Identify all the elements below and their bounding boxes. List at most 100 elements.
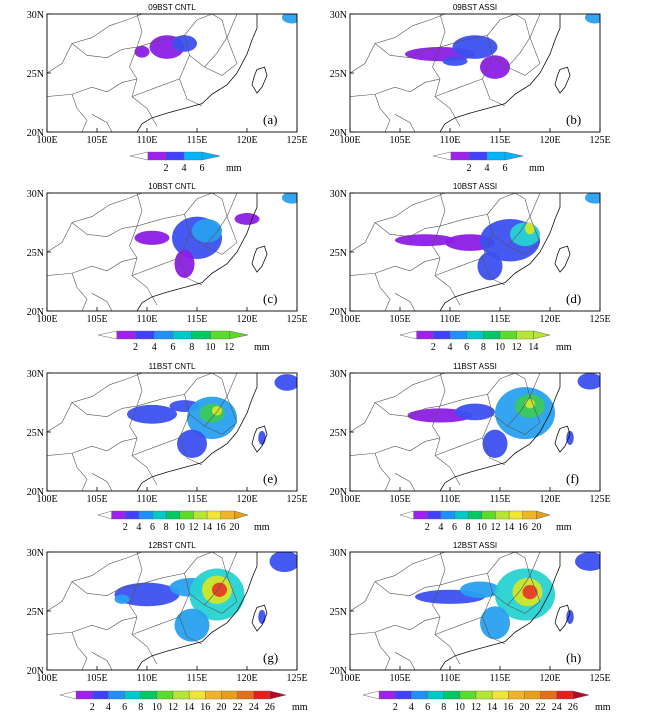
- colorbar-tick: 24: [249, 702, 259, 713]
- panel-title: 11BST ASSI: [453, 362, 497, 371]
- map-area: [350, 373, 600, 491]
- province-boundary: [350, 14, 446, 74]
- province-boundary: [434, 616, 483, 635]
- x-tick-label: 120E: [236, 494, 257, 505]
- x-tick-label: 125E: [286, 135, 307, 146]
- colorbar-segment: [508, 690, 525, 700]
- rain-area: [510, 222, 540, 247]
- colorbar-segment: [221, 690, 238, 700]
- rain-area: [258, 609, 266, 624]
- x-tick-label: 110E: [137, 494, 158, 505]
- province-boundary: [482, 55, 506, 107]
- colorbar-tick: 2: [467, 163, 472, 174]
- province-boundary: [179, 414, 203, 466]
- rain-area: [258, 430, 266, 445]
- x-tick-label: 100E: [339, 494, 360, 505]
- colorbar-segment: [183, 151, 203, 161]
- province-boundary: [226, 193, 238, 243]
- colorbar-unit: mm: [556, 342, 572, 353]
- x-tick-label: 110E: [440, 135, 461, 146]
- y-tick-label: 30N: [330, 369, 347, 380]
- province-boundary: [374, 94, 391, 132]
- map-area: [47, 552, 297, 670]
- rain-area: [174, 608, 210, 642]
- y-tick-label: 30N: [330, 189, 347, 200]
- colorbar-segment: [433, 330, 451, 340]
- province-boundary: [91, 473, 113, 491]
- province-boundary: [47, 193, 143, 253]
- province-boundary: [482, 593, 506, 645]
- y-tick-label: 20N: [330, 666, 347, 677]
- colorbar-segment: [220, 510, 235, 520]
- province-boundary: [374, 632, 391, 670]
- colorbar-tick: 6: [200, 163, 205, 174]
- province-boundary: [432, 552, 461, 665]
- taiwan-outline: [554, 425, 571, 453]
- taiwan-outline: [251, 425, 268, 453]
- province-boundary: [131, 78, 180, 97]
- colorbar-segment: [156, 690, 174, 700]
- panel-label: (f): [566, 471, 579, 486]
- panel-label: (c): [263, 291, 277, 306]
- colorbar-segment: [454, 510, 469, 520]
- y-tick-label: 20N: [330, 487, 347, 498]
- panel-label: (g): [263, 650, 278, 665]
- colorbar-segment: [172, 330, 192, 340]
- x-tick-label: 105E: [389, 673, 410, 684]
- x-tick-label: 115E: [187, 673, 208, 684]
- map-frame: [46, 13, 298, 133]
- colorbar-unit: mm: [254, 342, 270, 353]
- x-tick-label: 110E: [137, 135, 158, 146]
- colorbar-segment: [416, 330, 434, 340]
- map-panel: 09BST CNTL (a) 100E 105E 110E 115E 120E 125E 20N…: [27, 3, 308, 146]
- colorbar-segment: [152, 510, 167, 520]
- coastline: [136, 14, 258, 132]
- colorbar-segment: [533, 330, 551, 340]
- province-boundary: [394, 114, 416, 132]
- rain-area: [114, 582, 180, 607]
- taiwan-outline: [554, 245, 571, 273]
- colorbar-tick: 20: [216, 702, 226, 713]
- x-tick-label: 110E: [440, 673, 461, 684]
- province-boundary: [211, 552, 223, 559]
- colorbar-tick: 8: [189, 342, 194, 353]
- colorbar-segment: [75, 690, 93, 700]
- province-boundary: [91, 652, 113, 670]
- colorbar-tick: 6: [425, 702, 430, 713]
- colorbar-tick: 8: [441, 702, 446, 713]
- province-boundary: [374, 581, 441, 596]
- x-tick-label: 115E: [490, 135, 511, 146]
- taiwan-outline: [251, 604, 268, 632]
- colorbar-unit: mm: [254, 522, 270, 533]
- colorbar-segment: [229, 330, 249, 340]
- province-boundary: [350, 373, 446, 433]
- rain-area: [460, 581, 500, 599]
- province-boundary: [131, 437, 180, 456]
- x-tick-label: 100E: [36, 135, 57, 146]
- colorbar-segment: [140, 690, 158, 700]
- colorbar-segment: [395, 690, 412, 700]
- x-tick-label: 120E: [236, 314, 257, 325]
- province-boundary: [71, 94, 88, 132]
- colorbar-tick: 2: [425, 522, 430, 533]
- map-frame: [349, 192, 601, 312]
- colorbar-tick: 16: [518, 522, 528, 533]
- colorbar-tick: 14: [528, 342, 538, 353]
- x-tick-label: 105E: [86, 494, 107, 505]
- province-boundary: [71, 402, 138, 417]
- colorbar-segment: [459, 690, 477, 700]
- x-tick-label: 115E: [187, 494, 208, 505]
- colorbar-tick: 10: [477, 522, 487, 533]
- province-boundary: [204, 601, 238, 614]
- colorbar-tick: 12: [490, 522, 500, 533]
- rain-area: [134, 45, 150, 58]
- colorbar-segment: [188, 690, 206, 700]
- province-boundary: [129, 193, 158, 306]
- colorbar-tick: 4: [182, 163, 187, 174]
- colorbar-tick: 6: [122, 702, 127, 713]
- map-frame: [46, 372, 298, 492]
- y-tick-label: 25N: [27, 607, 44, 618]
- province-boundary: [47, 437, 138, 456]
- province-boundary: [129, 552, 158, 665]
- colorbar-tick: 16: [200, 702, 210, 713]
